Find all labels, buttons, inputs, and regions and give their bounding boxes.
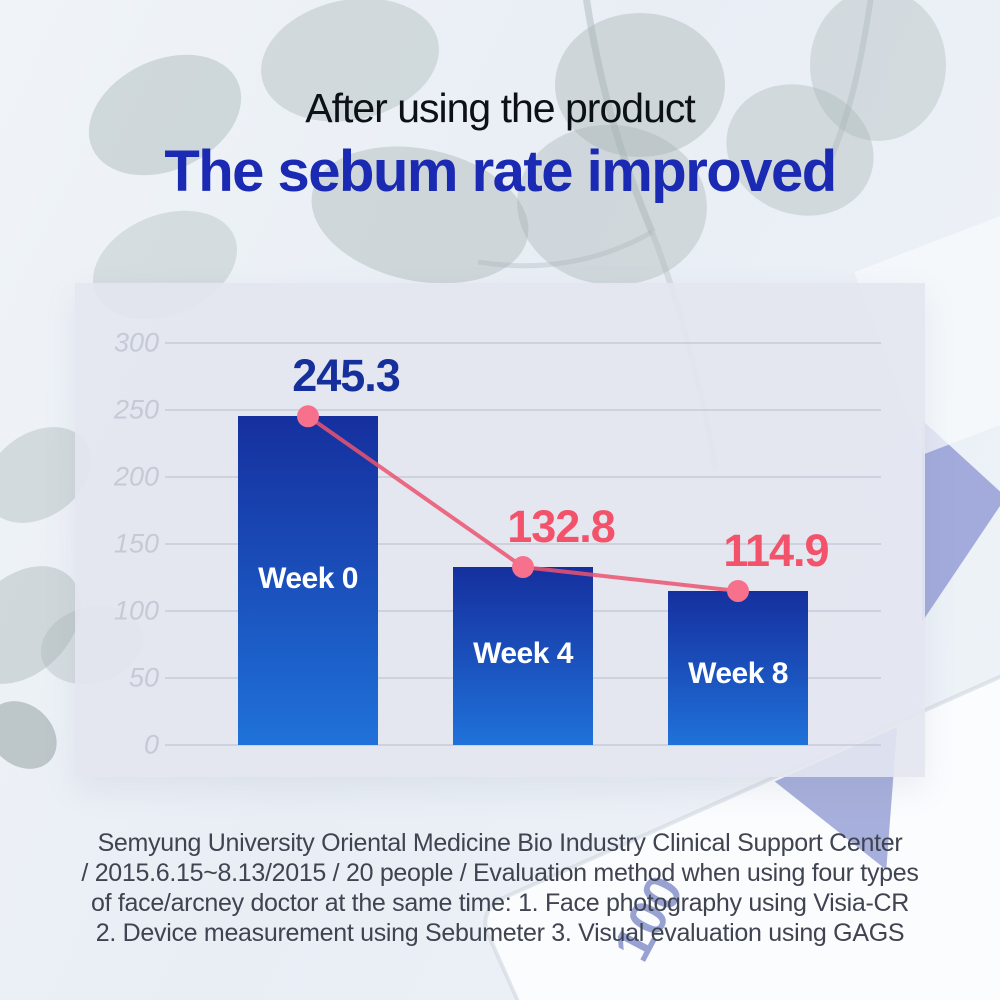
bar-category-label: Week 8 (688, 657, 788, 691)
footnote-line: of face/arcney doctor at the same time: … (90, 889, 910, 917)
bar-category-label: Week 4 (473, 637, 573, 671)
y-axis-tick-label: 250 (113, 394, 159, 425)
page-subtitle: The sebum rate improved (164, 139, 837, 205)
y-axis-tick-label: 300 (113, 327, 159, 358)
footnote-line: / 2015.6.15~8.13/2015 / 20 people / Eval… (81, 859, 919, 887)
bar-week-0: Week 0 (238, 416, 378, 745)
y-axis-tick-label: 150 (113, 528, 159, 559)
trend-line-layer (297, 405, 749, 603)
footnote-line: Semyung University Oriental Medicine Bio… (97, 829, 903, 857)
y-axis-tick-label: 200 (113, 461, 159, 492)
y-axis-tick-label: 50 (128, 662, 159, 693)
gridline (165, 543, 881, 545)
bottle-label-triangle-right (922, 420, 1000, 622)
bar-week-4: Week 4 (453, 567, 593, 745)
chart-panel: 0 50 100 150 200 250 300 Week 0 Week 4 Week 8 24… (75, 283, 925, 777)
gridline (165, 409, 881, 411)
value-label-week-0: 245.3 (292, 350, 401, 402)
header: After using the product The sebum rate i… (0, 84, 1000, 206)
gridline (165, 744, 881, 746)
bar-category-label: Week 0 (258, 562, 358, 596)
y-axis-tick-label: 100 (113, 595, 159, 626)
y-axis-tick-label: 0 (143, 729, 159, 760)
data-point-dot (727, 580, 749, 603)
value-label-week-8: 114.9 (723, 525, 829, 577)
value-label-week-4: 132.8 (507, 501, 616, 553)
data-point-dot (512, 556, 534, 579)
bar-week-8: Week 8 (668, 591, 808, 745)
leaves-decoration (0, 0, 946, 769)
footnote-line: 2. Device measurement using Sebumeter 3.… (95, 919, 905, 947)
data-point-dot (297, 405, 319, 428)
footnote: Semyung University Oriental Medicine Bio… (0, 828, 1000, 948)
page-title: After using the product (305, 85, 696, 131)
gridline (165, 342, 881, 344)
gridline (165, 476, 881, 478)
